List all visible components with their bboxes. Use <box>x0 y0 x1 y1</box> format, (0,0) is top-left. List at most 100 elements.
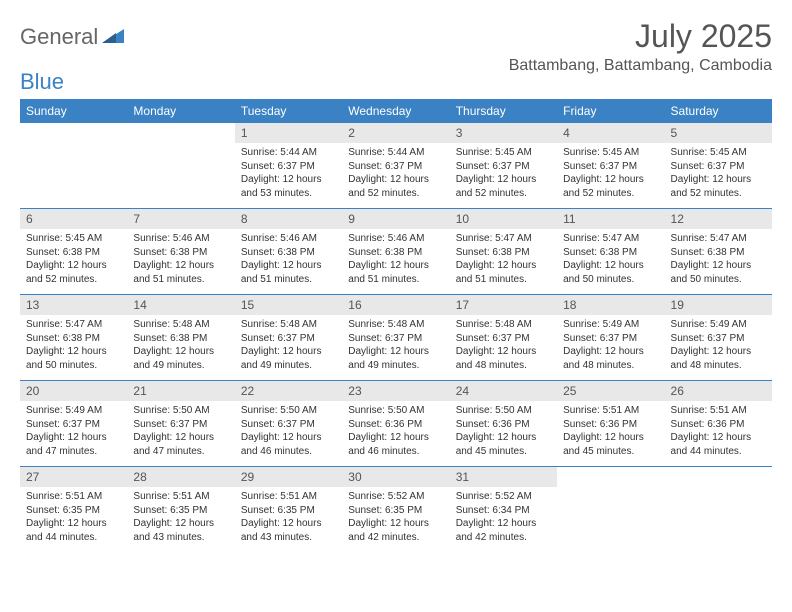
calendar-day-cell: 30Sunrise: 5:52 AMSunset: 6:35 PMDayligh… <box>342 467 449 553</box>
day-number: 8 <box>235 209 342 229</box>
day-content: Sunrise: 5:51 AMSunset: 6:36 PMDaylight:… <box>665 401 772 466</box>
day-number: 28 <box>127 467 234 487</box>
weekday-header: Saturday <box>665 99 772 123</box>
calendar-day-cell: 26Sunrise: 5:51 AMSunset: 6:36 PMDayligh… <box>665 381 772 467</box>
day-content: Sunrise: 5:50 AMSunset: 6:37 PMDaylight:… <box>235 401 342 466</box>
day-number: 7 <box>127 209 234 229</box>
day-content: Sunrise: 5:48 AMSunset: 6:37 PMDaylight:… <box>342 315 449 380</box>
calendar-day-cell: 9Sunrise: 5:46 AMSunset: 6:38 PMDaylight… <box>342 209 449 295</box>
weekday-header: Thursday <box>450 99 557 123</box>
day-number: 26 <box>665 381 772 401</box>
day-content: Sunrise: 5:45 AMSunset: 6:37 PMDaylight:… <box>557 143 664 208</box>
day-number: 1 <box>235 123 342 143</box>
day-content: Sunrise: 5:48 AMSunset: 6:38 PMDaylight:… <box>127 315 234 380</box>
location: Battambang, Battambang, Cambodia <box>509 57 772 75</box>
weekday-header: Wednesday <box>342 99 449 123</box>
day-number: 27 <box>20 467 127 487</box>
day-content: Sunrise: 5:47 AMSunset: 6:38 PMDaylight:… <box>665 229 772 294</box>
day-content: Sunrise: 5:49 AMSunset: 6:37 PMDaylight:… <box>20 401 127 466</box>
calendar-day-cell: 21Sunrise: 5:50 AMSunset: 6:37 PMDayligh… <box>127 381 234 467</box>
calendar-table: Sunday Monday Tuesday Wednesday Thursday… <box>20 99 772 552</box>
calendar-day-cell: 5Sunrise: 5:45 AMSunset: 6:37 PMDaylight… <box>665 123 772 209</box>
day-number: 30 <box>342 467 449 487</box>
calendar-day-cell: 13Sunrise: 5:47 AMSunset: 6:38 PMDayligh… <box>20 295 127 381</box>
calendar-day-cell: 22Sunrise: 5:50 AMSunset: 6:37 PMDayligh… <box>235 381 342 467</box>
day-number: 22 <box>235 381 342 401</box>
logo-triangle-icon <box>102 27 124 48</box>
weekday-header: Tuesday <box>235 99 342 123</box>
calendar-day-cell: 11Sunrise: 5:47 AMSunset: 6:38 PMDayligh… <box>557 209 664 295</box>
calendar-day-cell: 1Sunrise: 5:44 AMSunset: 6:37 PMDaylight… <box>235 123 342 209</box>
weekday-header: Sunday <box>20 99 127 123</box>
day-number: 4 <box>557 123 664 143</box>
day-number: 5 <box>665 123 772 143</box>
calendar-week-row: 13Sunrise: 5:47 AMSunset: 6:38 PMDayligh… <box>20 295 772 381</box>
day-number: 3 <box>450 123 557 143</box>
day-number: 15 <box>235 295 342 315</box>
day-content: Sunrise: 5:47 AMSunset: 6:38 PMDaylight:… <box>20 315 127 380</box>
day-content: Sunrise: 5:52 AMSunset: 6:34 PMDaylight:… <box>450 487 557 552</box>
day-content: Sunrise: 5:46 AMSunset: 6:38 PMDaylight:… <box>342 229 449 294</box>
day-number: 6 <box>20 209 127 229</box>
day-number: 14 <box>127 295 234 315</box>
calendar-day-cell: 16Sunrise: 5:48 AMSunset: 6:37 PMDayligh… <box>342 295 449 381</box>
calendar-day-cell: 28Sunrise: 5:51 AMSunset: 6:35 PMDayligh… <box>127 467 234 553</box>
calendar-day-cell: 2Sunrise: 5:44 AMSunset: 6:37 PMDaylight… <box>342 123 449 209</box>
calendar-day-cell: 17Sunrise: 5:48 AMSunset: 6:37 PMDayligh… <box>450 295 557 381</box>
day-content: Sunrise: 5:45 AMSunset: 6:37 PMDaylight:… <box>665 143 772 208</box>
day-number: 9 <box>342 209 449 229</box>
day-content: Sunrise: 5:50 AMSunset: 6:37 PMDaylight:… <box>127 401 234 466</box>
day-content: Sunrise: 5:47 AMSunset: 6:38 PMDaylight:… <box>450 229 557 294</box>
calendar-week-row: 20Sunrise: 5:49 AMSunset: 6:37 PMDayligh… <box>20 381 772 467</box>
calendar-day-cell: 24Sunrise: 5:50 AMSunset: 6:36 PMDayligh… <box>450 381 557 467</box>
day-number: 16 <box>342 295 449 315</box>
calendar-day-cell: 19Sunrise: 5:49 AMSunset: 6:37 PMDayligh… <box>665 295 772 381</box>
calendar-day-cell <box>20 123 127 209</box>
day-content: Sunrise: 5:47 AMSunset: 6:38 PMDaylight:… <box>557 229 664 294</box>
calendar-day-cell <box>557 467 664 553</box>
day-content: Sunrise: 5:52 AMSunset: 6:35 PMDaylight:… <box>342 487 449 552</box>
weekday-header-row: Sunday Monday Tuesday Wednesday Thursday… <box>20 99 772 123</box>
weekday-header: Monday <box>127 99 234 123</box>
logo: General <box>20 18 126 50</box>
day-number: 29 <box>235 467 342 487</box>
day-number: 24 <box>450 381 557 401</box>
calendar-day-cell: 25Sunrise: 5:51 AMSunset: 6:36 PMDayligh… <box>557 381 664 467</box>
day-number: 10 <box>450 209 557 229</box>
day-content: Sunrise: 5:46 AMSunset: 6:38 PMDaylight:… <box>235 229 342 294</box>
day-number: 25 <box>557 381 664 401</box>
calendar-day-cell: 31Sunrise: 5:52 AMSunset: 6:34 PMDayligh… <box>450 467 557 553</box>
day-number: 13 <box>20 295 127 315</box>
calendar-day-cell: 10Sunrise: 5:47 AMSunset: 6:38 PMDayligh… <box>450 209 557 295</box>
day-content: Sunrise: 5:49 AMSunset: 6:37 PMDaylight:… <box>557 315 664 380</box>
calendar-day-cell: 7Sunrise: 5:46 AMSunset: 6:38 PMDaylight… <box>127 209 234 295</box>
calendar-day-cell <box>665 467 772 553</box>
day-number: 18 <box>557 295 664 315</box>
calendar-day-cell: 18Sunrise: 5:49 AMSunset: 6:37 PMDayligh… <box>557 295 664 381</box>
logo-text-general: General <box>20 24 98 50</box>
day-number: 19 <box>665 295 772 315</box>
day-content: Sunrise: 5:51 AMSunset: 6:35 PMDaylight:… <box>127 487 234 552</box>
day-content: Sunrise: 5:44 AMSunset: 6:37 PMDaylight:… <box>342 143 449 208</box>
day-number: 11 <box>557 209 664 229</box>
day-content: Sunrise: 5:51 AMSunset: 6:35 PMDaylight:… <box>235 487 342 552</box>
calendar-day-cell <box>127 123 234 209</box>
calendar-day-cell: 23Sunrise: 5:50 AMSunset: 6:36 PMDayligh… <box>342 381 449 467</box>
calendar-day-cell: 20Sunrise: 5:49 AMSunset: 6:37 PMDayligh… <box>20 381 127 467</box>
day-content: Sunrise: 5:49 AMSunset: 6:37 PMDaylight:… <box>665 315 772 380</box>
calendar-week-row: 27Sunrise: 5:51 AMSunset: 6:35 PMDayligh… <box>20 467 772 553</box>
day-number: 12 <box>665 209 772 229</box>
day-content: Sunrise: 5:50 AMSunset: 6:36 PMDaylight:… <box>450 401 557 466</box>
day-content: Sunrise: 5:51 AMSunset: 6:36 PMDaylight:… <box>557 401 664 466</box>
calendar-day-cell: 8Sunrise: 5:46 AMSunset: 6:38 PMDaylight… <box>235 209 342 295</box>
day-number: 23 <box>342 381 449 401</box>
day-number: 2 <box>342 123 449 143</box>
calendar-day-cell: 4Sunrise: 5:45 AMSunset: 6:37 PMDaylight… <box>557 123 664 209</box>
calendar-day-cell: 27Sunrise: 5:51 AMSunset: 6:35 PMDayligh… <box>20 467 127 553</box>
calendar-body: 1Sunrise: 5:44 AMSunset: 6:37 PMDaylight… <box>20 123 772 552</box>
weekday-header: Friday <box>557 99 664 123</box>
calendar-week-row: 1Sunrise: 5:44 AMSunset: 6:37 PMDaylight… <box>20 123 772 209</box>
title-block: July 2025 Battambang, Battambang, Cambod… <box>509 18 772 75</box>
day-content: Sunrise: 5:48 AMSunset: 6:37 PMDaylight:… <box>235 315 342 380</box>
calendar-day-cell: 12Sunrise: 5:47 AMSunset: 6:38 PMDayligh… <box>665 209 772 295</box>
